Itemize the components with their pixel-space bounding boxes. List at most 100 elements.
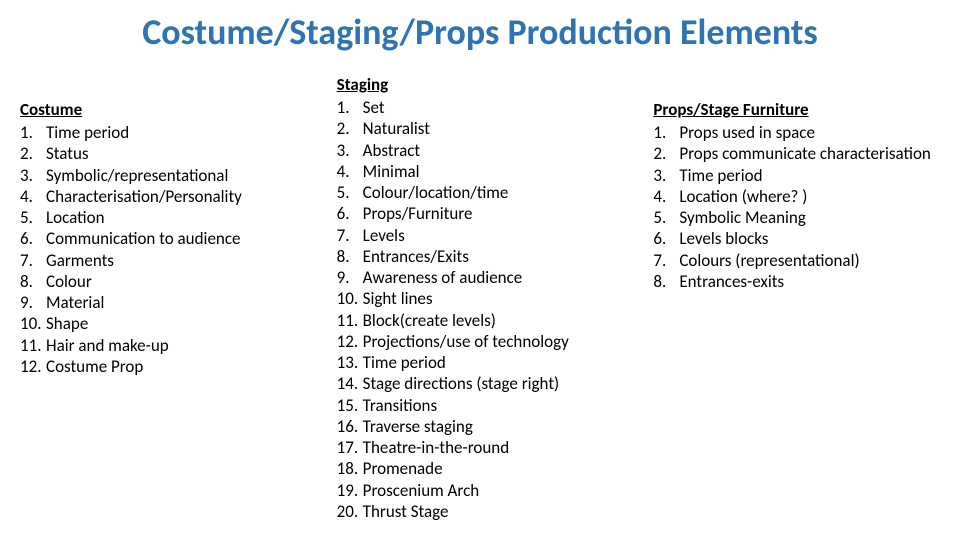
list-item: 1.Set (337, 97, 624, 118)
list-item-text: Entrances-exits (679, 271, 940, 292)
list-item-text: Status (46, 143, 307, 164)
page-title: Costume/Staging/Props Production Element… (0, 0, 960, 74)
list-item-number: 10. (20, 313, 46, 334)
list-item: 10.Sight lines (337, 288, 624, 309)
list-item-number: 6. (653, 228, 679, 249)
list-item: 1.Time period (20, 122, 307, 143)
list-item-text: Colours (representational) (679, 250, 940, 271)
list-item-text: Traverse staging (363, 416, 624, 437)
list-item-number: 7. (337, 225, 363, 246)
list-item: 10.Shape (20, 313, 307, 334)
list-item-number: 12. (337, 331, 363, 352)
list-item: 5.Location (20, 207, 307, 228)
list-item-text: Entrances/Exits (363, 246, 624, 267)
list-item-number: 3. (20, 165, 46, 186)
list-item-number: 5. (20, 207, 46, 228)
list-item-text: Transitions (363, 395, 624, 416)
list-item-text: Theatre-in-the-round (363, 437, 624, 458)
list-item-number: 8. (20, 271, 46, 292)
list-item-number: 4. (20, 186, 46, 207)
list-item-number: 10. (337, 288, 363, 309)
list-item: 2.Naturalist (337, 118, 624, 139)
list-item-number: 18. (337, 458, 363, 479)
list-item-number: 7. (20, 250, 46, 271)
list-item: 15.Transitions (337, 395, 624, 416)
list-item-number: 1. (653, 122, 679, 143)
list-item-text: Hair and make-up (46, 335, 307, 356)
list-item-text: Location (where? ) (679, 186, 940, 207)
list-item-number: 6. (337, 203, 363, 224)
list-item-number: 14. (337, 373, 363, 394)
list-item: 7.Levels (337, 225, 624, 246)
list-item: 16.Traverse staging (337, 416, 624, 437)
list-item: 5.Colour/location/time (337, 182, 624, 203)
column-props: Props/Stage Furniture 1.Props used in sp… (653, 99, 940, 522)
list-item-number: 1. (337, 97, 363, 118)
costume-list: 1.Time period2.Status3.Symbolic/represen… (20, 122, 307, 377)
list-item: 20.Thrust Stage (337, 501, 624, 522)
list-item: 6.Communication to audience (20, 228, 307, 249)
list-item: 3.Abstract (337, 140, 624, 161)
costume-heading: Costume (20, 99, 307, 120)
list-item-text: Thrust Stage (363, 501, 624, 522)
list-item-number: 5. (653, 207, 679, 228)
list-item-number: 8. (337, 246, 363, 267)
staging-heading: Staging (337, 74, 624, 95)
list-item: 8.Entrances-exits (653, 271, 940, 292)
list-item-number: 9. (20, 292, 46, 313)
list-item: 2.Props communicate characterisation (653, 143, 940, 164)
list-item: 5.Symbolic Meaning (653, 207, 940, 228)
list-item-text: Material (46, 292, 307, 313)
list-item: 2.Status (20, 143, 307, 164)
list-item-number: 3. (337, 140, 363, 161)
list-item-text: Promenade (363, 458, 624, 479)
list-item: 8.Entrances/Exits (337, 246, 624, 267)
list-item-text: Naturalist (363, 118, 624, 139)
list-item-number: 13. (337, 352, 363, 373)
list-item-number: 8. (653, 271, 679, 292)
list-item-text: Proscenium Arch (363, 480, 624, 501)
list-item: 12.Projections/use of technology (337, 331, 624, 352)
list-item-number: 17. (337, 437, 363, 458)
list-item-text: Location (46, 207, 307, 228)
list-item-text: Abstract (363, 140, 624, 161)
list-item-text: Time period (46, 122, 307, 143)
list-item-text: Awareness of audience (363, 267, 624, 288)
list-item-text: Time period (363, 352, 624, 373)
list-item: 4.Minimal (337, 161, 624, 182)
list-item-number: 4. (337, 161, 363, 182)
list-item-text: Garments (46, 250, 307, 271)
list-item-number: 20. (337, 501, 363, 522)
list-item-text: Symbolic Meaning (679, 207, 940, 228)
list-item-text: Characterisation/Personality (46, 186, 307, 207)
list-item: 6.Levels blocks (653, 228, 940, 249)
list-item: 17.Theatre-in-the-round (337, 437, 624, 458)
list-item: 18.Promenade (337, 458, 624, 479)
list-item-number: 9. (337, 267, 363, 288)
list-item: 3.Symbolic/representational (20, 165, 307, 186)
column-staging: Staging 1.Set2.Naturalist3.Abstract4.Min… (337, 74, 624, 522)
list-item-number: 15. (337, 395, 363, 416)
list-item-number: 11. (20, 335, 46, 356)
list-item-text: Costume Prop (46, 356, 307, 377)
list-item: 13.Time period (337, 352, 624, 373)
list-item-number: 11. (337, 310, 363, 331)
list-item-text: Set (363, 97, 624, 118)
list-item-number: 5. (337, 182, 363, 203)
list-item-number: 6. (20, 228, 46, 249)
list-item-text: Communication to audience (46, 228, 307, 249)
list-item-number: 2. (653, 143, 679, 164)
list-item-text: Props/Furniture (363, 203, 624, 224)
list-item-text: Colour/location/time (363, 182, 624, 203)
list-item-text: Props communicate characterisation (679, 143, 940, 164)
list-item-number: 7. (653, 250, 679, 271)
props-list: 1.Props used in space2.Props communicate… (653, 122, 940, 292)
list-item: 9.Material (20, 292, 307, 313)
list-item: 7.Colours (representational) (653, 250, 940, 271)
list-item-number: 2. (337, 118, 363, 139)
list-item: 9.Awareness of audience (337, 267, 624, 288)
list-item: 11.Hair and make-up (20, 335, 307, 356)
list-item: 4.Location (where? ) (653, 186, 940, 207)
list-item: 7.Garments (20, 250, 307, 271)
list-item: 8.Colour (20, 271, 307, 292)
